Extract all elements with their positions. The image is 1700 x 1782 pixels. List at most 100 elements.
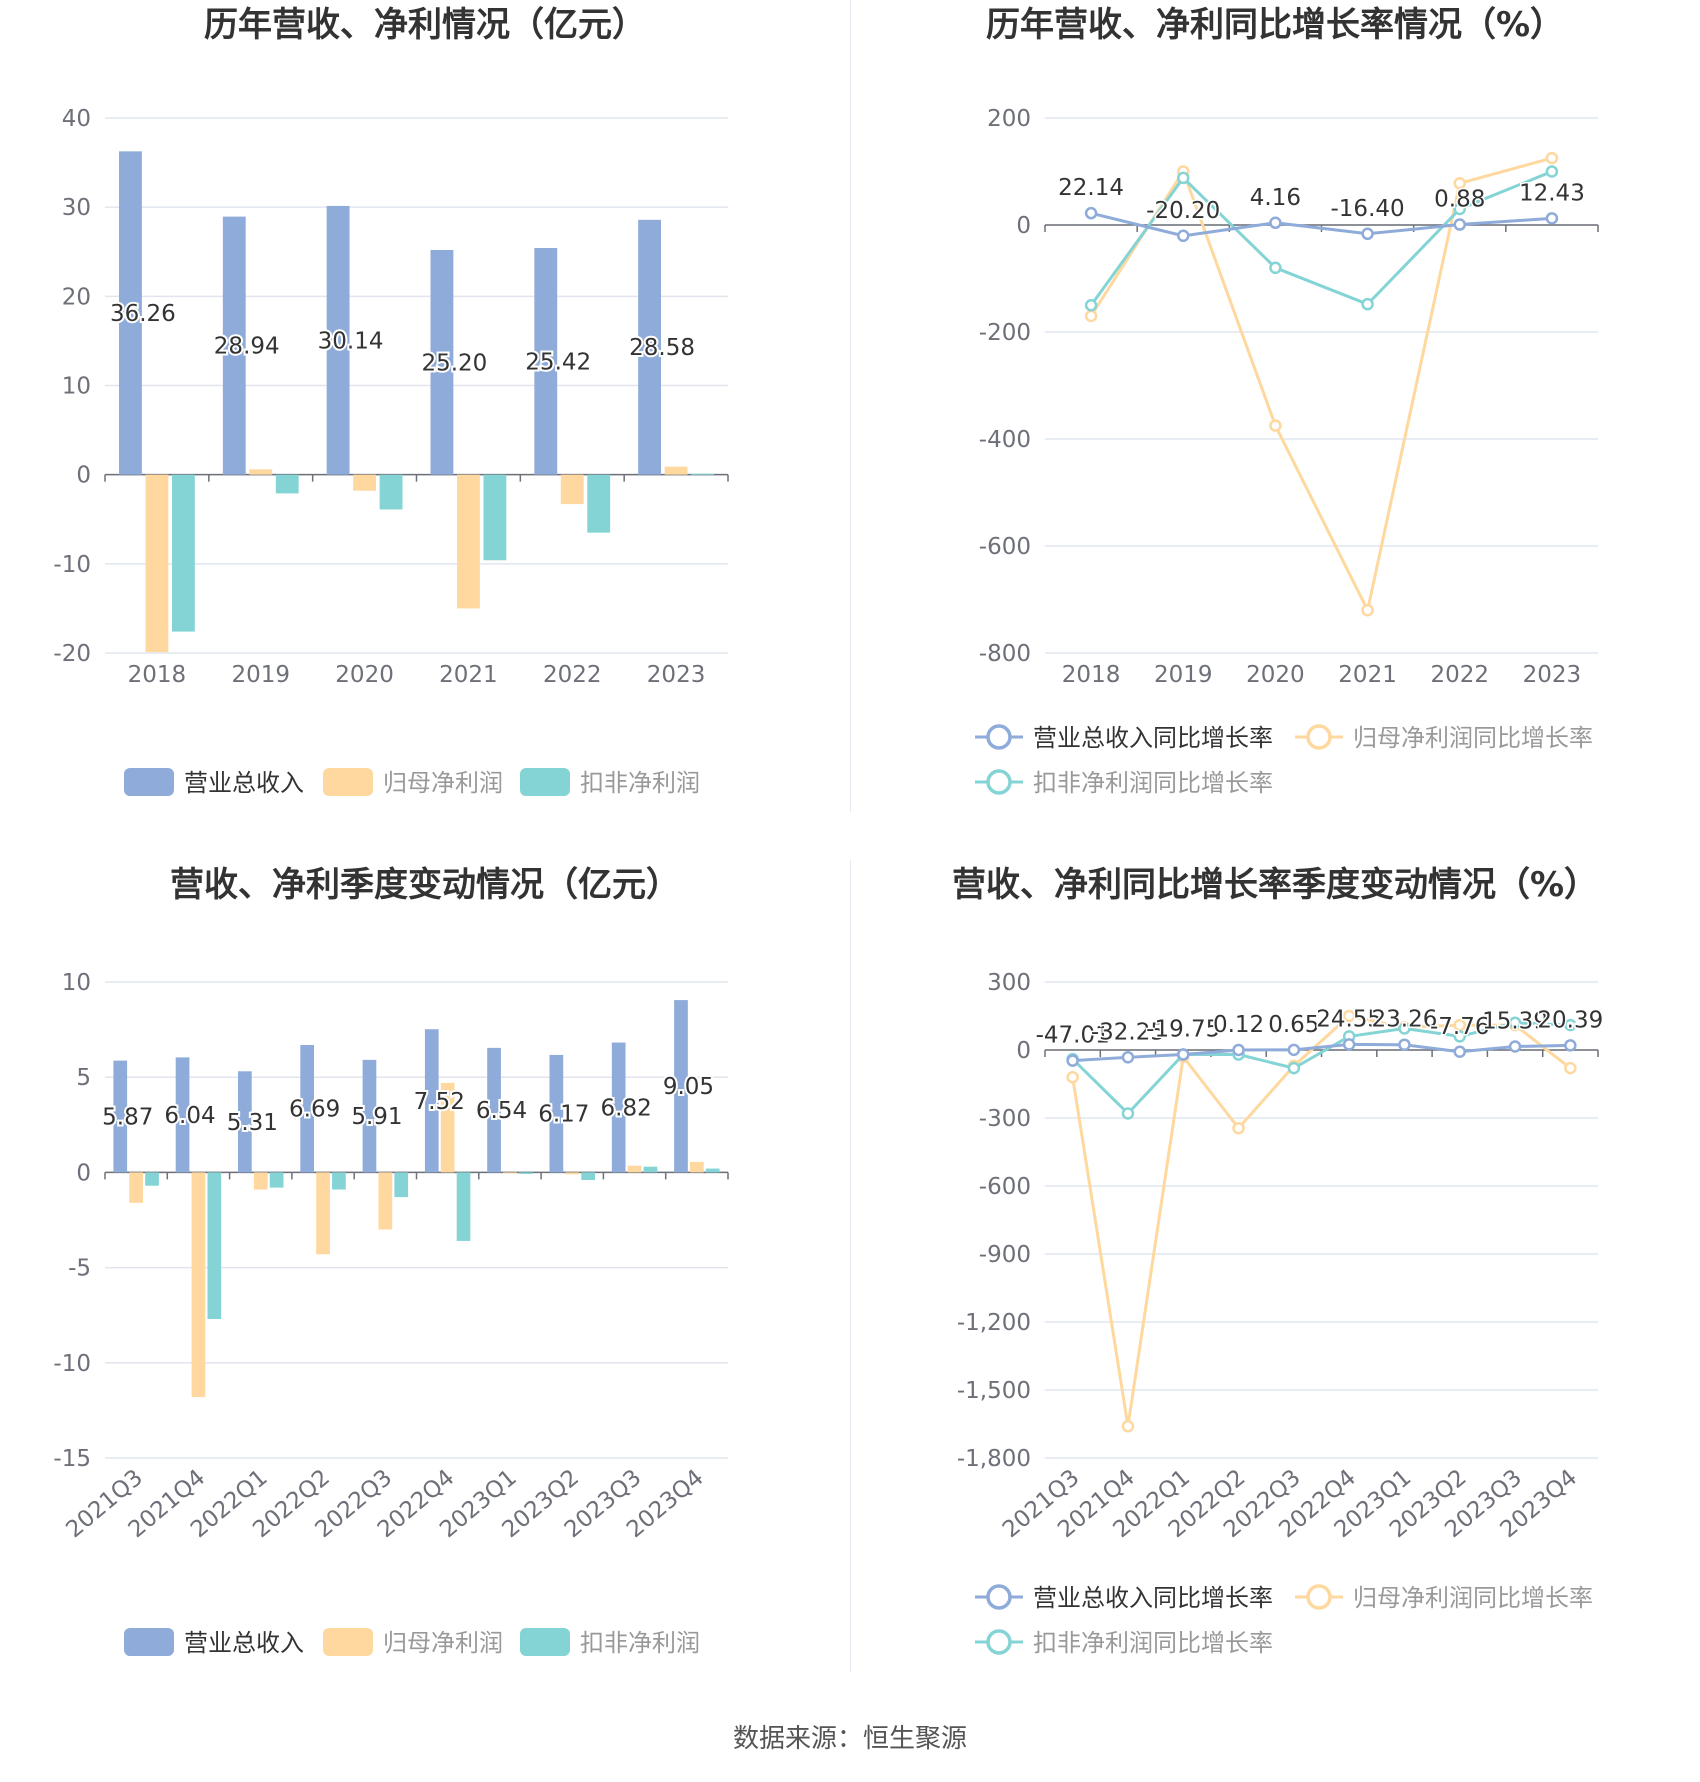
data-label: 0.12 [1213,1012,1264,1038]
bar [691,473,714,475]
y-tick-label: -10 [53,552,91,578]
bar [394,1172,409,1198]
data-point [1066,1070,1079,1084]
data-point [1232,1121,1245,1135]
panel-quarter-revenue: 营收、净利季度变动情况（亿元） 10 5 0 -5 -10 -15 2021Q3 2021Q4 2… [0,860,850,1720]
bar [238,1071,252,1173]
legend-marker [1306,1584,1332,1610]
y-tick-label: -900 [979,1242,1031,1268]
bar [191,1172,206,1398]
data-point [1453,177,1466,190]
data-point [1545,165,1559,178]
panel-annual-growth: 历年营收、净利同比增长率情况（%） 200 0 -200 -400 -600 -800 201… [850,0,1700,860]
x-tick-label: 2019 [231,662,290,688]
bar [456,474,480,609]
bar [440,1082,455,1173]
series-line [1071,1014,1572,1427]
legend-label: 扣非净利润 [580,769,700,797]
legend-label: 归母净利润 [383,769,503,797]
y-tick-label: -400 [979,427,1031,453]
data-label: 36.26 [110,301,176,327]
chart-annual-revenue: 历年营收、净利情况（亿元） 40 30 20 10 0 -10 -20 2018 2019 2020… [53,5,729,797]
data-label: 20.39 [1537,1007,1603,1033]
legend-swatch [323,768,373,796]
bar [316,1172,330,1255]
y-tick-label: 10 [62,374,91,400]
chart-title: 历年营收、净利情况（亿元） [204,5,646,45]
bar [581,1172,595,1181]
y-tick-label: -1,800 [957,1446,1031,1472]
bar [145,474,169,653]
bar [222,216,246,475]
bar [487,1047,501,1173]
bar [611,1042,626,1173]
bar [565,1172,580,1175]
bar [664,466,688,475]
y-tick-label: 20 [62,284,91,310]
legend-label: 扣非净利润同比增长率 [1033,769,1273,797]
data-source: 数据来源：恒生聚源 [732,1724,967,1754]
data-point [1066,1054,1079,1067]
y-tick-label: 0 [1016,213,1031,239]
bar [705,1168,720,1173]
bar [627,1165,642,1173]
bar [483,474,507,561]
y-tick-label: -200 [979,320,1031,346]
data-label: 22.14 [1058,175,1124,201]
x-tick-label: 2022 [1430,662,1489,688]
data-label: 6.04 [164,1103,215,1129]
data-label: 5.87 [102,1105,153,1131]
data-label: -19.75 [1146,1016,1220,1042]
legend-marker [1306,724,1332,750]
data-point [1453,218,1466,231]
y-tick-label: 0 [1016,1038,1031,1064]
data-point [1084,309,1098,323]
data-point [1269,419,1282,432]
data-point [1453,1018,1466,1032]
legend-label: 归母净利润同比增长率 [1353,724,1593,752]
legend-marker [986,1629,1012,1655]
x-tick-label: 2018 [1062,662,1121,688]
data-point [1177,171,1190,185]
bar [674,1000,688,1173]
x-tick-label: 2023 [647,662,706,688]
bar [643,1166,658,1173]
chart-annual-growth: 历年营收、净利同比增长率情况（%） 200 0 -200 -400 -600 -800 201… [975,5,1599,797]
bar [275,474,299,494]
y-tick-label: 300 [987,970,1031,996]
x-tick-label: 2021 [439,662,498,688]
y-tick-label: -600 [979,1174,1031,1200]
y-tick-label: -5 [68,1256,91,1282]
legend-label: 营业总收入 [184,1629,304,1657]
data-label: -16.40 [1331,196,1405,222]
series-line [1072,1042,1571,1063]
series-line [1071,1021,1571,1116]
data-point [1361,297,1374,311]
data-label: 0.65 [1268,1012,1319,1038]
legend-marker [986,769,1012,795]
y-tick-label: -1,500 [957,1378,1031,1404]
bar [145,1172,159,1186]
bar [326,205,350,475]
x-tick-label: 2021 [1338,662,1397,688]
bar [456,1172,471,1241]
data-point [1121,1420,1135,1433]
data-label: 6.54 [476,1098,527,1124]
bar [300,1045,315,1173]
bar [379,474,403,510]
bar [638,219,662,475]
data-point [1342,1009,1356,1023]
data-point [1269,216,1282,230]
data-label: 0.88 [1434,187,1485,213]
data-point [1342,1038,1356,1051]
legend-swatch [520,1628,570,1656]
x-tick-label: 2023 [1523,662,1582,688]
bar [353,474,377,491]
chart-title: 历年营收、净利同比增长率情况（%） [986,5,1564,45]
data-point [1084,206,1098,220]
divider-top [850,0,851,812]
y-tick-label: 0 [76,463,91,489]
legend-label: 营业总收入同比增长率 [1033,724,1273,752]
x-tick-label: 2018 [128,662,187,688]
data-label: 6.82 [601,1095,652,1121]
